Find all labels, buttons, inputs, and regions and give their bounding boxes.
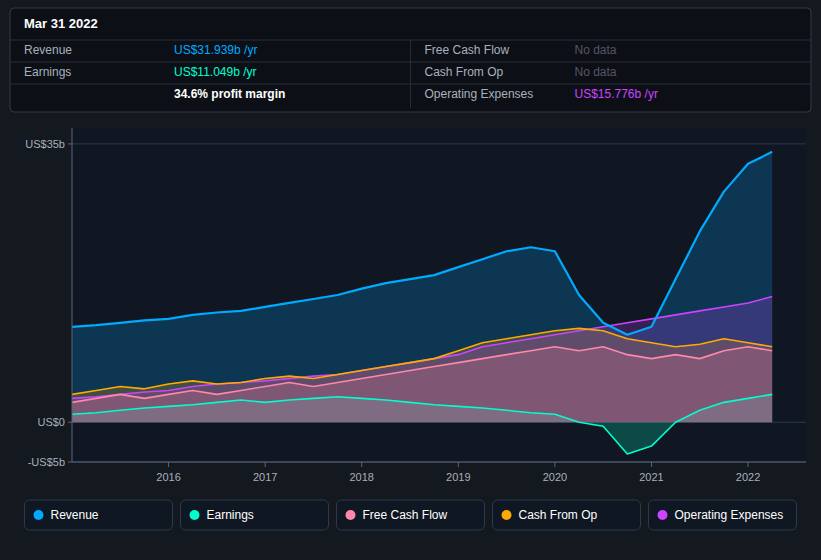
info-box-label: Free Cash Flow — [425, 43, 510, 57]
legend-swatch — [502, 510, 512, 520]
y-axis-line — [72, 128, 73, 462]
legend-swatch — [190, 510, 200, 520]
x-tick — [554, 462, 555, 467]
line — [72, 328, 772, 394]
x-tick — [168, 462, 169, 467]
legend-box — [337, 500, 485, 530]
y-tick — [68, 143, 72, 144]
legend-label: Earnings — [207, 508, 254, 522]
legend-box — [649, 500, 797, 530]
info-box-value: US$31.939b /yr — [174, 43, 257, 57]
y-tick-label: US$35b — [25, 138, 65, 150]
info-box-frame — [10, 8, 811, 112]
background — [0, 0, 821, 560]
legend-label: Operating Expenses — [675, 508, 784, 522]
legend-box — [25, 500, 173, 530]
info-box-value: No data — [575, 65, 617, 79]
x-axis-line — [72, 462, 806, 463]
info-box-label: Cash From Op — [425, 65, 504, 79]
line — [72, 152, 772, 335]
y-tick — [68, 462, 72, 463]
info-box-title: Mar 31 2022 — [24, 16, 98, 31]
y-tick — [68, 422, 72, 423]
x-tick — [748, 462, 749, 467]
legend-label: Free Cash Flow — [363, 508, 448, 522]
y-tick-label: US$0 — [37, 416, 65, 428]
legend-item: Operating Expenses — [649, 500, 797, 530]
grid-line — [72, 462, 806, 463]
grid-line — [72, 143, 806, 144]
legend-label: Cash From Op — [519, 508, 598, 522]
chart: Mar 31 2022 Revenue US$31.939b /yr Earnings… — [0, 0, 821, 560]
x-tick-label: 2021 — [639, 471, 663, 483]
y-grid: -US$5b US$0 US$35b — [25, 138, 806, 468]
info-box-value: US$11.049b /yr — [174, 65, 257, 79]
info-box-value: 34.6% profit margin — [174, 87, 285, 101]
legend-box — [181, 500, 329, 530]
info-box-value: US$15.776b /yr — [575, 87, 658, 101]
legend-swatch — [658, 510, 668, 520]
x-tick — [361, 462, 362, 467]
legend-swatch — [346, 510, 356, 520]
line — [72, 297, 772, 399]
x-axis: 2016 2017 2018 2019 2020 2021 2022 — [156, 462, 760, 483]
x-tick — [651, 462, 652, 467]
x-tick-label: 2018 — [349, 471, 373, 483]
info-box-label: Revenue — [24, 43, 72, 57]
lines — [72, 152, 772, 454]
legend-label: Revenue — [51, 508, 99, 522]
x-tick-label: 2019 — [446, 471, 470, 483]
plot-background — [72, 128, 806, 462]
data — [72, 152, 772, 454]
legend-box — [493, 500, 641, 530]
info-box-divider — [410, 40, 411, 108]
x-tick-label: 2016 — [156, 471, 180, 483]
x-tick — [265, 462, 266, 467]
legend-swatch — [34, 510, 44, 520]
line — [72, 347, 772, 403]
legend-item: Earnings — [181, 500, 329, 530]
x-tick-label: 2022 — [736, 471, 760, 483]
legend-item: Free Cash Flow — [337, 500, 485, 530]
legend-item: Cash From Op — [493, 500, 641, 530]
x-tick — [458, 462, 459, 467]
y-tick-label: -US$5b — [28, 456, 65, 468]
info-box-label: Operating Expenses — [425, 87, 534, 101]
info-box-label: Earnings — [24, 65, 71, 79]
legend-item: Revenue — [25, 500, 173, 530]
areas — [72, 152, 772, 454]
legend: Revenue Earnings Free Cash Flow Cash From O… — [25, 500, 797, 530]
x-tick-label: 2020 — [543, 471, 567, 483]
area — [72, 152, 772, 422]
line — [72, 394, 772, 454]
x-tick-label: 2017 — [253, 471, 277, 483]
info-box-value: No data — [575, 43, 617, 57]
info-box: Mar 31 2022 Revenue US$31.939b /yr Earnings… — [10, 8, 811, 112]
